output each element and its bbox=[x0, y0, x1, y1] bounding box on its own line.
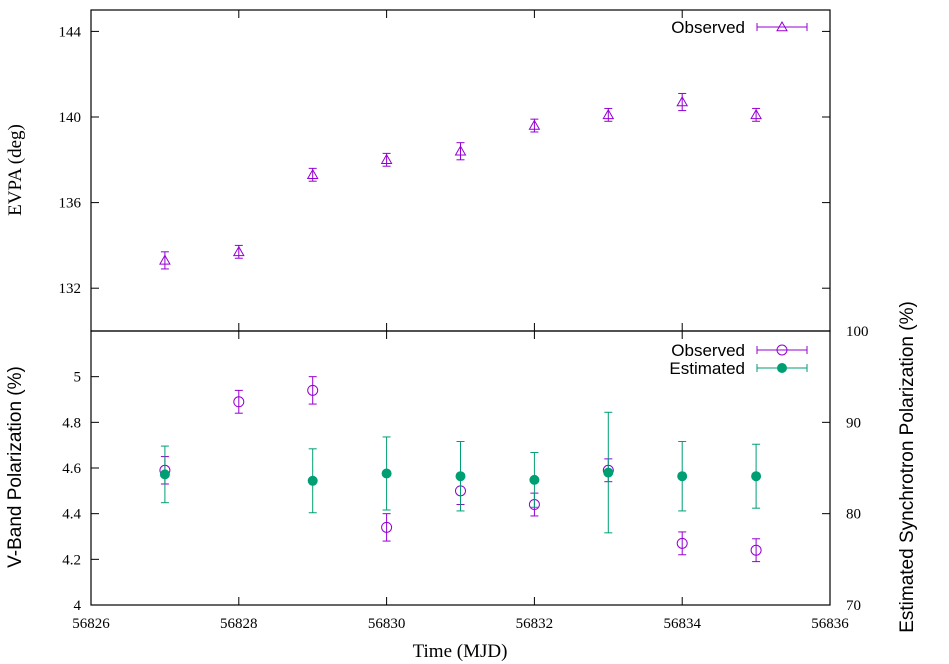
data-point bbox=[529, 451, 540, 508]
data-point bbox=[602, 107, 615, 122]
data-point bbox=[677, 441, 688, 512]
x-tick-label: 56834 bbox=[663, 616, 701, 632]
marker bbox=[751, 471, 762, 482]
marker bbox=[677, 471, 688, 482]
data-point bbox=[454, 142, 467, 161]
marker bbox=[676, 537, 688, 549]
marker bbox=[529, 474, 540, 485]
evpa-panel: 132 136 140 144 Observed bbox=[59, 9, 831, 332]
marker bbox=[159, 254, 171, 265]
data-point bbox=[676, 92, 689, 112]
data-point bbox=[307, 376, 319, 405]
data-point bbox=[750, 538, 762, 563]
data-point bbox=[306, 167, 319, 182]
legend-marker bbox=[776, 344, 788, 356]
marker bbox=[381, 468, 392, 479]
marker bbox=[676, 96, 689, 107]
y-axis-label-evpa: EVPA (deg) bbox=[5, 124, 26, 216]
data-point bbox=[750, 107, 762, 122]
data-point bbox=[232, 244, 245, 259]
legend-label: Estimated bbox=[669, 359, 745, 378]
x-tick-label: 56830 bbox=[368, 616, 406, 632]
plot-frame bbox=[90, 9, 831, 332]
marker bbox=[307, 384, 319, 396]
y2-tick-label: 70 bbox=[846, 598, 861, 614]
series-estimated bbox=[159, 411, 762, 534]
y-tick-label: 4.4 bbox=[62, 507, 81, 523]
marker bbox=[232, 245, 245, 257]
y-tick-label: 4.8 bbox=[62, 415, 81, 431]
marker bbox=[380, 153, 393, 165]
x-axis-label: Time (MJD) bbox=[413, 641, 508, 662]
y-tick-label: 4.2 bbox=[62, 552, 81, 568]
data-point bbox=[676, 531, 688, 556]
x-tick-label: 56826 bbox=[72, 616, 110, 632]
data-point bbox=[233, 389, 245, 414]
legend-marker bbox=[776, 20, 788, 32]
y-tick-label: 5 bbox=[74, 370, 82, 386]
y-tick-label: 144 bbox=[59, 24, 82, 40]
y-tick-label: 4 bbox=[74, 598, 82, 614]
legend-marker bbox=[777, 363, 787, 373]
legend: Observed bbox=[671, 18, 808, 37]
y-tick-label: 140 bbox=[59, 110, 82, 126]
data-point bbox=[380, 152, 393, 167]
marker bbox=[454, 145, 467, 156]
y2-tick-label: 100 bbox=[846, 324, 869, 340]
y-tick-label: 136 bbox=[59, 196, 82, 212]
data-point bbox=[159, 251, 171, 270]
y-axis-label-vband: V-Band Polarization (%) bbox=[5, 366, 26, 568]
x-tick-label: 56828 bbox=[220, 616, 258, 632]
y2-tick-label: 90 bbox=[846, 415, 861, 431]
marker bbox=[307, 475, 318, 486]
y-tick-label: 4.6 bbox=[62, 461, 81, 477]
marker bbox=[381, 521, 393, 533]
polarization-panel: 56826 56828 56830 56832 56834 56836 4 4.2 4.4 4.6… bbox=[62, 324, 868, 632]
marker bbox=[233, 396, 245, 408]
marker bbox=[528, 119, 541, 130]
marker bbox=[603, 467, 614, 478]
x-tick-label: 56832 bbox=[516, 616, 554, 632]
marker bbox=[159, 469, 170, 480]
x-tick-label: 56836 bbox=[811, 616, 849, 632]
marker bbox=[750, 108, 762, 120]
data-point bbox=[455, 441, 466, 512]
y2-tick-label: 80 bbox=[846, 507, 861, 523]
data-point bbox=[381, 513, 393, 542]
data-point bbox=[528, 118, 541, 133]
marker bbox=[750, 544, 762, 556]
data-point bbox=[159, 445, 170, 504]
data-point bbox=[381, 436, 392, 511]
marker bbox=[306, 168, 319, 180]
data-point bbox=[307, 448, 318, 514]
data-point bbox=[603, 411, 614, 534]
marker bbox=[455, 471, 466, 482]
legend-label: Observed bbox=[671, 18, 745, 37]
data-point bbox=[751, 443, 762, 509]
legend-label: Observed bbox=[671, 341, 745, 360]
marker bbox=[602, 108, 615, 120]
series-observed bbox=[159, 92, 762, 270]
y-tick-label: 132 bbox=[59, 281, 82, 297]
y2-axis-label-synchrotron: Estimated Synchrotron Polarization (%) bbox=[897, 301, 918, 633]
